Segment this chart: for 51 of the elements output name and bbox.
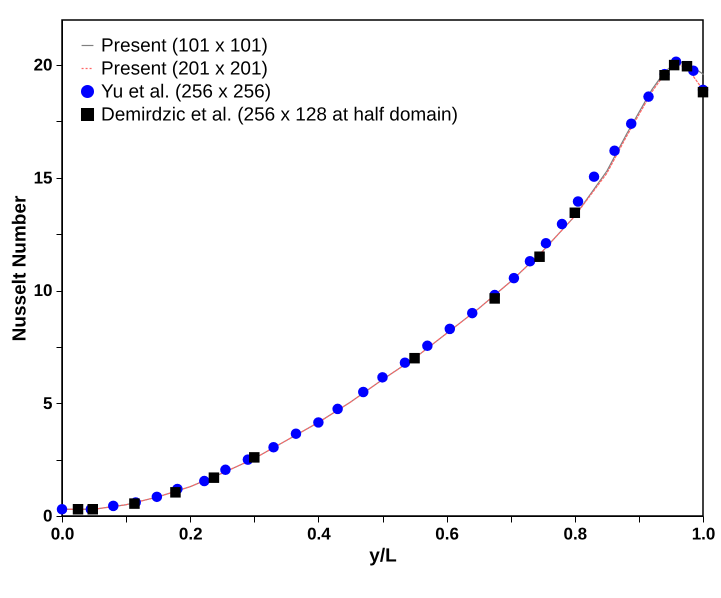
x-tick-label: 0.8 xyxy=(563,524,588,544)
point xyxy=(444,324,456,334)
y-tick-label: 10 xyxy=(34,281,52,300)
point xyxy=(682,60,692,72)
legend-label: Present (201 x 201) xyxy=(101,58,268,80)
point xyxy=(409,352,420,364)
point xyxy=(377,372,388,383)
point xyxy=(199,476,210,486)
point xyxy=(72,504,84,514)
point xyxy=(626,118,636,129)
point xyxy=(108,500,119,512)
point xyxy=(170,487,181,498)
point xyxy=(466,308,478,318)
point xyxy=(152,492,162,502)
point xyxy=(313,417,324,428)
y-tick-label: 20 xyxy=(34,56,52,75)
point xyxy=(268,442,279,452)
x-tick-label: 0.6 xyxy=(435,524,459,544)
y-tick-label: 0 xyxy=(43,506,52,526)
point xyxy=(668,60,680,70)
point xyxy=(540,238,552,248)
point xyxy=(358,386,369,398)
y-tick-label: 15 xyxy=(34,168,52,188)
point xyxy=(332,404,343,414)
x-tick-label: 0.0 xyxy=(50,524,74,544)
point xyxy=(422,340,433,352)
point xyxy=(489,293,500,304)
point xyxy=(643,91,654,102)
x-tick-label: 0.2 xyxy=(178,524,203,544)
y-tick-label: 5 xyxy=(43,394,52,413)
point xyxy=(609,146,620,156)
point xyxy=(556,218,568,230)
legend-label: Present (101 x 101) xyxy=(101,36,268,56)
point xyxy=(572,196,584,207)
x-tick-label: 0.4 xyxy=(307,524,332,544)
x-tick-label: 1.0 xyxy=(692,524,716,544)
point xyxy=(400,357,410,368)
point xyxy=(208,472,220,483)
y-axis-title: Nusselt Number xyxy=(10,195,31,342)
point xyxy=(56,504,68,514)
point xyxy=(290,428,302,439)
point xyxy=(588,171,600,182)
point xyxy=(508,272,520,284)
point xyxy=(249,452,260,463)
point xyxy=(220,464,231,476)
legend-label: Yu et al. (256 x 256) xyxy=(101,82,272,102)
x-axis-title: y/L xyxy=(369,546,398,566)
legend-label: Demirdzic et al. (256 x 128 at half domain) xyxy=(101,104,458,126)
point xyxy=(524,256,536,266)
point xyxy=(570,208,580,218)
point xyxy=(534,251,545,262)
